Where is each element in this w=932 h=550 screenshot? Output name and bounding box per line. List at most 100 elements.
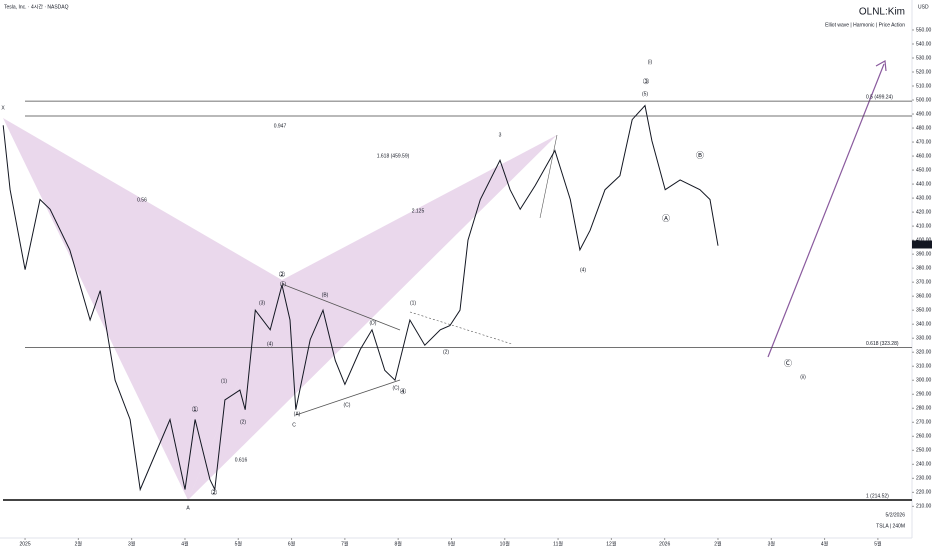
y-tick-label: 550.00	[916, 27, 932, 33]
annotation: (4)	[580, 267, 586, 273]
annotation: ④	[399, 387, 406, 396]
annotation: (3)	[259, 300, 265, 306]
x-tick-label: 6월	[288, 540, 296, 547]
annotation: ①	[191, 405, 198, 414]
annotation: (4)	[267, 341, 273, 347]
annotation: (A)	[294, 411, 301, 417]
y-tick-label: 510.00	[916, 83, 932, 89]
fib-level-label: 0.5 (499.24)	[866, 94, 893, 100]
y-tick-label: 400.00	[916, 237, 932, 243]
annotation: 0.947	[274, 123, 287, 129]
annotation: ②	[210, 488, 217, 497]
x-tick-label: 2월	[75, 540, 83, 547]
x-tick-label: 2026	[659, 541, 670, 547]
x-tick-label: 5월	[874, 540, 882, 547]
x-tick-label: 2월	[714, 540, 722, 547]
annotation: (1)	[410, 300, 416, 306]
annotation: 0.56	[137, 197, 147, 203]
y-tick-label: 310.00	[916, 364, 932, 370]
y-tick-label: 520.00	[916, 69, 932, 75]
annotation: 2.125	[412, 208, 425, 214]
annotation: 0.616	[235, 457, 248, 463]
annotation: (1)	[221, 378, 227, 384]
annotation: (5)	[642, 91, 648, 97]
projection-arrow	[767, 63, 885, 358]
y-tick-label: 380.00	[916, 265, 932, 271]
y-tick-label: 270.00	[916, 420, 932, 426]
y-tick-label: 420.00	[916, 209, 932, 215]
x-tick-label: 7월	[341, 540, 349, 547]
x-tick-label: 2025	[19, 541, 30, 547]
y-tick-label: 430.00	[916, 195, 932, 201]
x-tick-label: 12월	[606, 540, 617, 547]
y-tick-label: 390.00	[916, 251, 932, 257]
y-tick-label: 460.00	[916, 153, 932, 159]
y-tick-label: 280.00	[916, 406, 932, 412]
arrow-head	[875, 60, 887, 72]
y-tick-label: 370.00	[916, 279, 932, 285]
annotation: (2)	[240, 419, 246, 425]
annotation: (D)	[370, 320, 377, 326]
y-tick-label: 290.00	[916, 392, 932, 398]
footer-symbol: TSLA | 240M	[876, 523, 905, 529]
x-tick-label: 11월	[553, 540, 563, 547]
annotation: A	[186, 505, 190, 511]
annotation: (2)	[443, 349, 449, 355]
y-tick-label: 540.00	[916, 41, 932, 47]
x-tick-label: 4월	[821, 540, 829, 547]
x-tick-label: 8월	[394, 540, 402, 547]
footer-date: 5/2/2026	[886, 512, 906, 518]
fib-level-label: 0.618 (323.28)	[866, 341, 899, 347]
y-tick-label: 350.00	[916, 308, 932, 314]
y-tick-label: 410.00	[916, 223, 932, 229]
last-price-label: 396.90	[914, 242, 930, 248]
y-tick-label: 260.00	[916, 434, 932, 440]
x-tick-label: 5월	[235, 540, 243, 547]
price-line	[2, 104, 719, 492]
y-tick-label: 230.00	[916, 476, 932, 482]
annotation: 3	[499, 132, 502, 138]
y-tick-label: 450.00	[916, 167, 932, 173]
y-tick-label: 320.00	[916, 350, 932, 356]
y-tick-label: 340.00	[916, 322, 932, 328]
currency: USD	[918, 4, 929, 10]
y-tick-label: 530.00	[916, 55, 932, 61]
x-tick-label: 10월	[500, 540, 511, 547]
trend-line	[539, 134, 558, 219]
x-tick-label: 3월	[768, 540, 776, 547]
last-price-box	[912, 240, 932, 249]
annotation: Ⓒ	[784, 359, 792, 368]
annotation: (i)	[648, 59, 653, 65]
symbol-info: Tesla, Inc. · 4시간 · NASDAQ	[4, 3, 69, 10]
trend-line	[295, 379, 401, 416]
annotation: (ii)	[800, 374, 806, 380]
y-tick-label: 360.00	[916, 294, 932, 300]
trend-line	[409, 311, 513, 345]
y-tick-label: 470.00	[916, 139, 932, 145]
annotation: ②	[278, 270, 285, 279]
annotation: (C)	[393, 385, 400, 391]
y-tick-label: 480.00	[916, 125, 932, 131]
y-tick-label: 250.00	[916, 448, 932, 454]
annotation: ③	[642, 77, 649, 86]
x-tick-label: 9월	[448, 540, 456, 547]
annotation: Ⓐ	[662, 214, 670, 223]
annotation: (5)	[280, 281, 286, 287]
annotation: Ⓑ	[696, 151, 704, 160]
annotation: (C)	[344, 402, 351, 408]
x-tick-label: 4월	[181, 540, 189, 547]
y-tick-label: 490.00	[916, 111, 932, 117]
annotation: (B)	[322, 292, 329, 298]
fib-level-label: 1 (214.52)	[866, 493, 889, 499]
y-tick-label: 500.00	[916, 97, 932, 103]
x-tick-label: 3월	[128, 540, 136, 547]
y-tick-label: 240.00	[916, 462, 932, 468]
y-tick-label: 300.00	[916, 378, 932, 384]
annotation: 1.618 (459.59)	[377, 153, 410, 159]
y-tick-label: 440.00	[916, 181, 932, 187]
trend-line	[281, 283, 401, 331]
harmonic-xab	[3, 118, 282, 500]
y-tick-label: 330.00	[916, 336, 932, 342]
chart-subtitle: Elliot wave | Harmonic | Price Action	[825, 22, 905, 28]
